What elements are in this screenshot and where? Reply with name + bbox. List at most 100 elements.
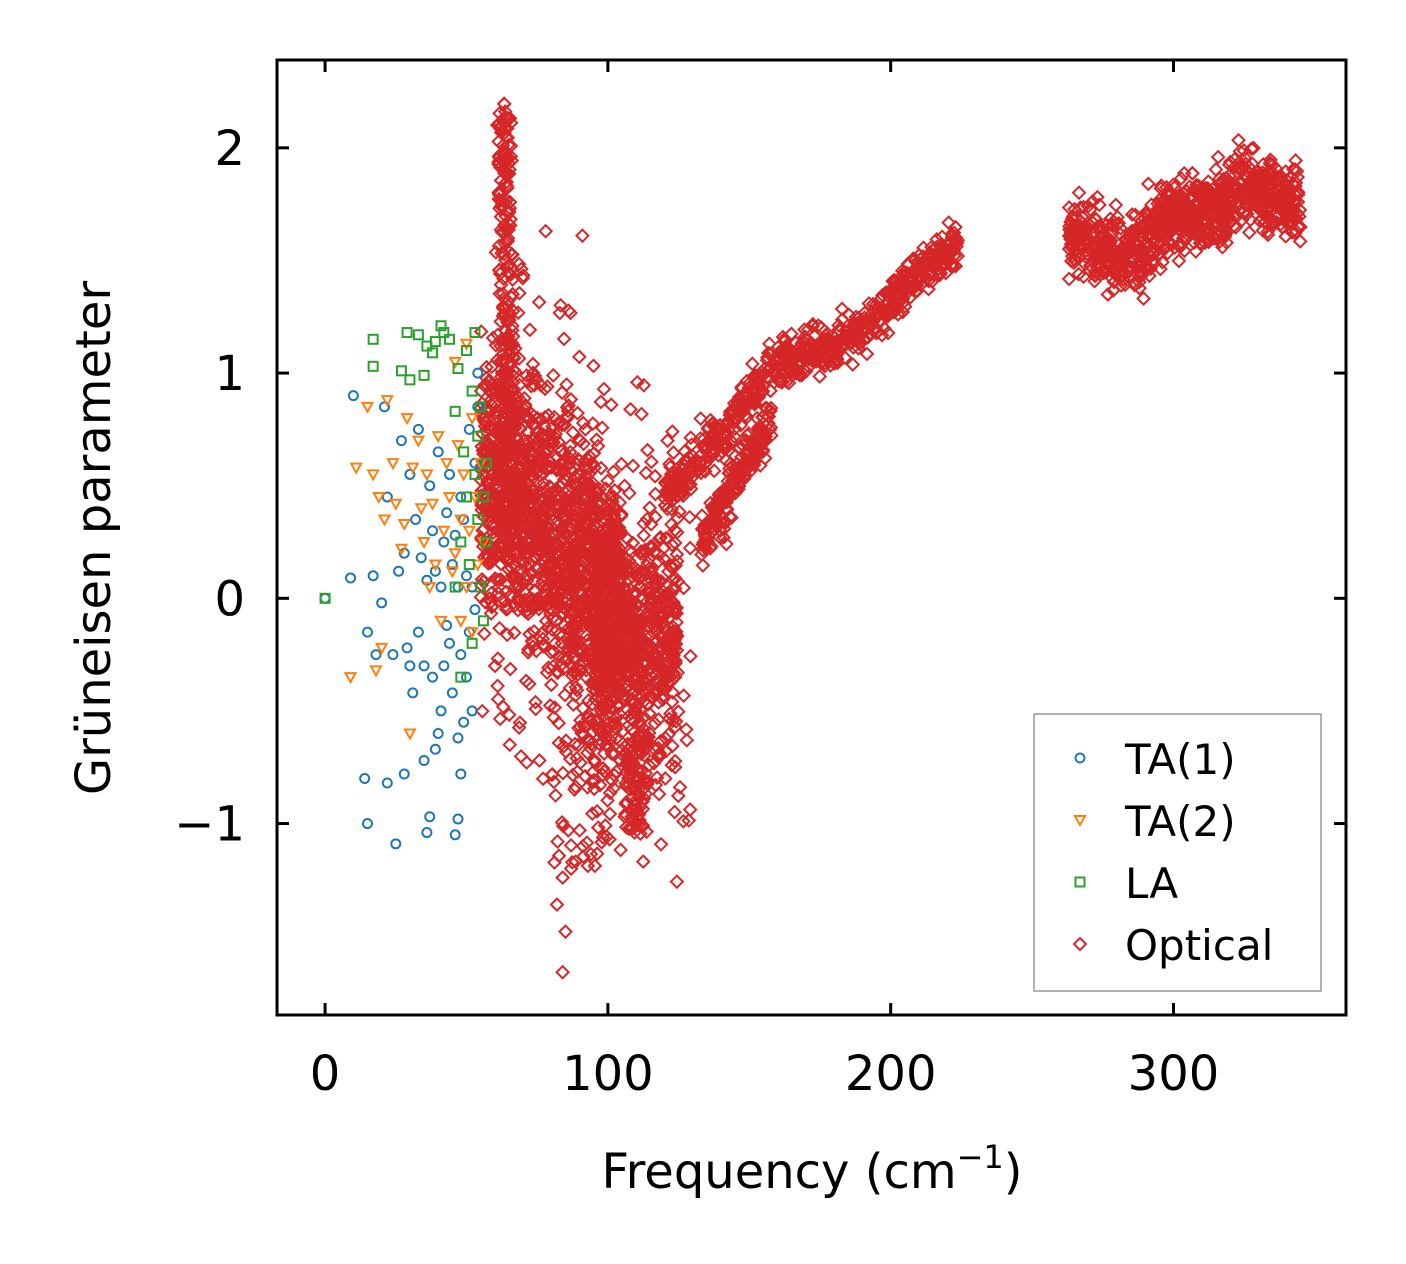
la-point bbox=[452, 363, 464, 375]
optical-point bbox=[576, 436, 591, 452]
ta2-point bbox=[380, 395, 394, 408]
optical-point bbox=[473, 494, 489, 510]
optical-point bbox=[593, 460, 609, 476]
optical-point bbox=[543, 480, 559, 496]
optical-point bbox=[497, 371, 513, 387]
optical-point bbox=[533, 593, 548, 608]
optical-point bbox=[574, 725, 589, 741]
optical-point bbox=[1244, 171, 1260, 187]
optical-point bbox=[622, 673, 638, 689]
ta1-point bbox=[460, 671, 472, 683]
optical-point bbox=[503, 422, 519, 438]
y-axis-title: Grüneisen parameter bbox=[66, 281, 122, 796]
optical-point bbox=[593, 532, 609, 548]
optical-point bbox=[751, 421, 767, 437]
optical-point bbox=[570, 405, 586, 421]
optical-point bbox=[556, 526, 572, 542]
optical-point bbox=[1212, 224, 1228, 240]
optical-point bbox=[719, 437, 735, 453]
ta2-point bbox=[403, 728, 417, 741]
optical-point bbox=[620, 658, 636, 674]
optical-point bbox=[607, 483, 623, 498]
optical-point bbox=[543, 677, 559, 693]
optical-point bbox=[573, 522, 588, 538]
optical-point bbox=[493, 353, 509, 368]
optical-point bbox=[1263, 192, 1279, 207]
optical-point bbox=[552, 305, 568, 321]
optical-point bbox=[560, 409, 576, 425]
optical-point bbox=[1274, 196, 1290, 212]
ta1-point bbox=[427, 525, 439, 537]
ta1-point bbox=[381, 777, 393, 789]
optical-point bbox=[636, 781, 652, 797]
optical-point bbox=[642, 500, 658, 516]
optical-point bbox=[585, 523, 601, 538]
optical-point bbox=[665, 654, 681, 670]
optical-point bbox=[580, 711, 596, 727]
optical-point bbox=[824, 334, 840, 350]
optical-point bbox=[1152, 236, 1168, 252]
optical-point bbox=[574, 642, 590, 658]
optical-point bbox=[580, 779, 595, 795]
optical-point bbox=[567, 736, 583, 752]
optical-point bbox=[1241, 159, 1257, 175]
optical-point bbox=[480, 550, 496, 566]
optical-point bbox=[667, 522, 683, 538]
optical-point bbox=[665, 685, 681, 700]
ta1-point bbox=[449, 529, 461, 541]
optical-point bbox=[748, 376, 764, 392]
optical-point bbox=[501, 348, 517, 363]
optical-point bbox=[1242, 166, 1258, 182]
ta2-point bbox=[406, 462, 420, 475]
optical-point bbox=[659, 530, 675, 546]
optical-point bbox=[505, 380, 521, 396]
optical-point bbox=[501, 216, 517, 232]
optical-point bbox=[660, 564, 676, 579]
optical-point bbox=[1113, 278, 1129, 293]
optical-point bbox=[502, 110, 518, 126]
optical-point bbox=[490, 691, 506, 707]
ta1-point bbox=[424, 811, 436, 823]
optical-point bbox=[476, 481, 491, 497]
ta2-point bbox=[445, 566, 460, 579]
optical-point bbox=[551, 715, 567, 731]
optical-point bbox=[877, 303, 892, 318]
optical-point bbox=[612, 643, 628, 659]
optical-point bbox=[542, 698, 558, 713]
ta1-point bbox=[432, 727, 444, 739]
optical-point bbox=[608, 731, 624, 747]
optical-point bbox=[528, 561, 544, 576]
optical-point bbox=[571, 451, 586, 467]
optical-point bbox=[595, 536, 611, 552]
optical-point bbox=[594, 655, 610, 670]
optical-point bbox=[1279, 211, 1295, 227]
x-tick-label: 300 bbox=[1128, 1046, 1220, 1102]
optical-point bbox=[551, 848, 567, 864]
optical-point bbox=[506, 567, 521, 583]
optical-point bbox=[593, 703, 609, 718]
optical-point bbox=[1073, 213, 1088, 229]
ta2-point bbox=[360, 401, 375, 414]
optical-point bbox=[861, 312, 877, 328]
optical-point bbox=[647, 486, 663, 502]
la-point bbox=[455, 536, 467, 548]
optical-point bbox=[749, 410, 765, 426]
optical-point bbox=[511, 589, 526, 605]
optical-point bbox=[572, 657, 588, 673]
la-point bbox=[463, 559, 475, 571]
optical-point bbox=[502, 737, 518, 753]
optical-point bbox=[1136, 291, 1151, 306]
optical-point bbox=[476, 626, 492, 642]
optical-point bbox=[1246, 140, 1261, 156]
optical-point bbox=[1132, 280, 1147, 296]
legend-label-ta2: TA(2) bbox=[1124, 797, 1236, 846]
la-point bbox=[449, 581, 461, 593]
optical-point bbox=[632, 578, 648, 594]
optical-point bbox=[533, 412, 549, 427]
optical-point bbox=[596, 381, 612, 397]
optical-point bbox=[730, 396, 746, 411]
legend-label-optical: Optical bbox=[1125, 921, 1273, 970]
optical-point bbox=[555, 628, 571, 643]
optical-point bbox=[498, 193, 514, 208]
la-point bbox=[401, 327, 413, 339]
